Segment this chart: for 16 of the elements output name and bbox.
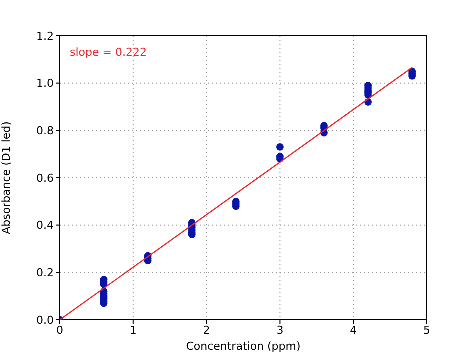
y-tick-label: 0.2: [36, 266, 54, 280]
y-axis-title: Absorbance (D1 led): [0, 122, 13, 234]
x-tick-label: 4: [350, 324, 358, 337]
y-tick-label: 0.0: [36, 314, 54, 327]
y-tick-label: 0.8: [36, 124, 54, 138]
x-tick-label: 0: [56, 324, 64, 337]
y-tick-label: 0.4: [36, 219, 54, 232]
x-tick-label: 3: [276, 324, 284, 337]
y-tick-label: 0.6: [36, 172, 54, 185]
annotation: slope = 0.222: [70, 46, 147, 59]
x-tick-label: 5: [424, 324, 430, 337]
x-tick-label: 1: [130, 324, 137, 337]
x-axis-title: Concentration (ppm): [186, 340, 301, 353]
y-tick-label: 1.2: [36, 30, 54, 43]
x-tick-label: 2: [203, 324, 210, 337]
y-tick-label: 1.0: [36, 77, 54, 90]
